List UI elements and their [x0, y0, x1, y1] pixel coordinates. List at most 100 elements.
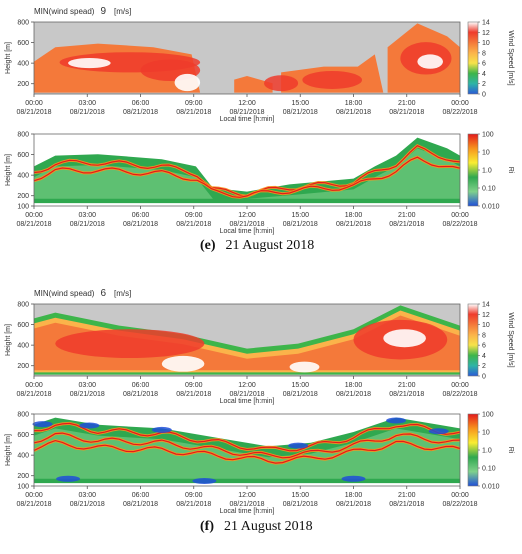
x-tick-label: 00:00 — [25, 212, 43, 219]
colorbar-tick-label: 8 — [482, 332, 486, 339]
x-date-label: 08/21/2018 — [229, 391, 264, 398]
min-wind-header: MIN(wind spead) 6 [m/s] — [34, 288, 131, 299]
x-date-label: 08/21/2018 — [123, 109, 158, 116]
y-tick-label: 100 — [17, 204, 29, 211]
panel-0: MIN(wind spead) 9 [m/s] 200 400 600 800 Height … — [5, 6, 514, 235]
colorbar-tick-label: 0 — [482, 374, 486, 381]
y-axis-title: Height [m] — [5, 434, 12, 466]
colorbar-tick-label: 0.10 — [482, 466, 496, 473]
panel-label: (e) — [200, 238, 216, 253]
colorbar-tick-label: 12 — [482, 30, 490, 37]
wind-max — [174, 73, 201, 92]
colorbar-title: Wind Speed [m/s] — [507, 312, 514, 367]
x-tick-label: 09:00 — [185, 100, 203, 107]
colorbar-tick-label: 0.010 — [482, 484, 500, 491]
x-tick-label: 21:00 — [398, 382, 416, 389]
y-tick-label: 200 — [17, 81, 29, 88]
y-tick-label: 800 — [17, 132, 29, 139]
min-wind-unit: [m/s] — [114, 7, 131, 16]
colorbar-tick-label: 4 — [482, 353, 486, 360]
x-date-label: 08/22/2018 — [442, 391, 477, 398]
x-tick-label: 21:00 — [398, 492, 416, 499]
colorbar — [467, 133, 479, 207]
y-tick-label: 200 — [17, 193, 29, 200]
x-date-label: 08/21/2018 — [123, 221, 158, 228]
y-tick-label: 600 — [17, 322, 29, 329]
x-tick-label: 09:00 — [185, 212, 203, 219]
x-tick-label: 00:00 — [451, 382, 469, 389]
x-date-label: 08/21/2018 — [229, 501, 264, 508]
ri-low-patch — [386, 417, 407, 424]
y-tick-label: 800 — [17, 20, 29, 27]
x-tick-label: 00:00 — [451, 492, 469, 499]
colorbar-tick-label: 2 — [482, 81, 486, 88]
wind-max — [383, 329, 426, 348]
panel-date: 21 August 2018 — [224, 519, 313, 534]
x-date-label: 08/21/2018 — [123, 501, 158, 508]
y-tick-label: 800 — [17, 302, 29, 309]
colorbar-tick-label: 100 — [482, 412, 494, 419]
x-tick-label: 21:00 — [398, 212, 416, 219]
x-tick-label: 00:00 — [451, 212, 469, 219]
x-tick-label: 06:00 — [132, 382, 150, 389]
wind-core — [264, 75, 299, 92]
x-tick-label: 00:00 — [25, 100, 43, 107]
x-date-label: 08/21/2018 — [176, 221, 211, 228]
min-wind-unit: [m/s] — [114, 289, 131, 298]
colorbar-tick-label: 100 — [482, 132, 494, 139]
x-date-label: 08/21/2018 — [70, 109, 105, 116]
colorbar-tick-label: 10 — [482, 150, 490, 157]
panel-1: MIN(wind spead) 6 [m/s] 200 400 600 800 Height … — [5, 288, 514, 515]
x-tick-label: 12:00 — [238, 382, 256, 389]
x-tick-label: 03:00 — [78, 382, 96, 389]
x-date-label: 08/21/2018 — [389, 391, 424, 398]
y-tick-label: 400 — [17, 61, 29, 68]
colorbar-tick-label: 1.0 — [482, 448, 492, 455]
x-date-label: 08/21/2018 — [70, 501, 105, 508]
x-tick-label: 15:00 — [291, 492, 309, 499]
x-tick-label: 18:00 — [345, 492, 363, 499]
y-tick-label: 400 — [17, 453, 29, 460]
x-tick-label: 06:00 — [132, 212, 150, 219]
colorbar-tick-label: 10 — [482, 430, 490, 437]
wind-max — [68, 58, 111, 69]
colorbar-tick-label: 14 — [482, 302, 490, 309]
colorbar-title: Wind Speed [m/s] — [507, 30, 514, 85]
x-tick-label: 03:00 — [78, 492, 96, 499]
x-tick-label: 15:00 — [291, 100, 309, 107]
x-tick-label: 06:00 — [132, 100, 150, 107]
y-axis-title: Height [m] — [5, 324, 12, 356]
x-date-label: 08/21/2018 — [336, 221, 371, 228]
colorbar-tick-label: 4 — [482, 71, 486, 78]
ri-low-patch — [79, 422, 100, 429]
y-axis-title: Height [m] — [5, 42, 12, 74]
y-tick-label: 200 — [17, 473, 29, 480]
x-date-label: 08/21/2018 — [336, 501, 371, 508]
min-wind-header: MIN(wind spead) 9 [m/s] — [34, 6, 131, 17]
x-date-label: 08/21/2018 — [229, 221, 264, 228]
x-date-label: 08/21/2018 — [16, 391, 51, 398]
x-date-label: 08/21/2018 — [283, 109, 318, 116]
colorbar-tick-label: 14 — [482, 20, 490, 27]
x-date-label: 08/21/2018 — [70, 221, 105, 228]
x-tick-label: 12:00 — [238, 100, 256, 107]
wind-max — [417, 54, 443, 69]
y-tick-label: 600 — [17, 152, 29, 159]
x-date-label: 08/22/2018 — [442, 501, 477, 508]
ri-low-patch — [192, 477, 217, 484]
panel-date: 21 August 2018 — [225, 238, 315, 253]
colorbar-tick-label: 0.010 — [482, 204, 500, 211]
x-date-label: 08/21/2018 — [389, 221, 424, 228]
panel-caption: (e) 21 August 2018 — [200, 238, 314, 254]
x-axis-title: Local time [h:min] — [220, 398, 275, 405]
x-tick-label: 00:00 — [451, 100, 469, 107]
wind-max — [289, 361, 320, 373]
x-date-label: 08/21/2018 — [176, 391, 211, 398]
x-axis-title: Local time [h:min] — [220, 228, 275, 235]
y-axis-title: Height [m] — [5, 154, 12, 186]
x-date-label: 08/21/2018 — [176, 501, 211, 508]
ri-band-light — [34, 148, 460, 199]
x-date-label: 08/21/2018 — [389, 501, 424, 508]
y-tick-label: 400 — [17, 343, 29, 350]
x-tick-label: 18:00 — [345, 212, 363, 219]
